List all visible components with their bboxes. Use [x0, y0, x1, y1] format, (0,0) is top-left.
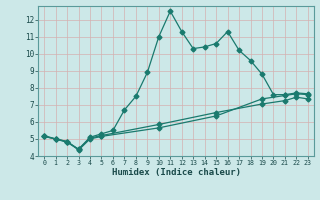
X-axis label: Humidex (Indice chaleur): Humidex (Indice chaleur) [111, 168, 241, 177]
